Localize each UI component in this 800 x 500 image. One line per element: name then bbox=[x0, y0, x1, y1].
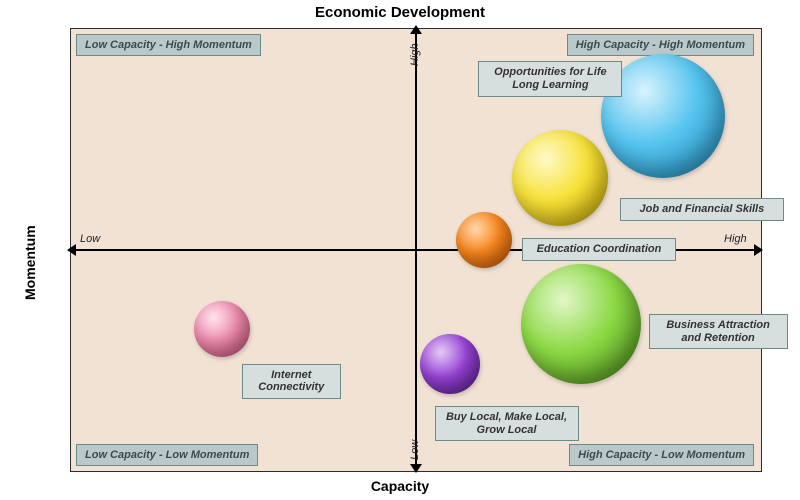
y-axis-arrow-down bbox=[410, 464, 422, 473]
x-low-label: Low bbox=[80, 233, 100, 245]
chart-title: Economic Development bbox=[0, 4, 800, 21]
y-low-label: Low bbox=[409, 440, 421, 460]
label-lifelong: Opportunities for LifeLong Learning bbox=[478, 61, 622, 96]
quadrant-tl: Low Capacity - High Momentum bbox=[76, 34, 261, 56]
x-axis-arrow-right bbox=[754, 244, 763, 256]
y-axis-line bbox=[415, 34, 417, 464]
y-high-label: High bbox=[409, 43, 421, 66]
x-axis-title: Capacity bbox=[0, 478, 800, 494]
label-bizattract: Business Attractionand Retention bbox=[649, 314, 788, 349]
bubble-buylocal bbox=[420, 334, 480, 394]
quadrant-br: High Capacity - Low Momentum bbox=[569, 444, 754, 466]
label-internet: InternetConnectivity bbox=[242, 364, 341, 399]
quadrant-bl: Low Capacity - Low Momentum bbox=[76, 444, 258, 466]
bubble-quadrant-chart: { "title": "Economic Development", "x_ax… bbox=[0, 0, 800, 500]
bubble-educoord bbox=[456, 212, 512, 268]
x-high-label: High bbox=[724, 233, 747, 245]
quadrant-tr: High Capacity - High Momentum bbox=[567, 34, 754, 56]
x-axis-arrow-left bbox=[67, 244, 76, 256]
y-axis-arrow-up bbox=[410, 25, 422, 34]
y-axis-title: Momentum bbox=[22, 225, 38, 300]
bubble-internet bbox=[194, 301, 250, 357]
label-educoord: Education Coordination bbox=[522, 238, 676, 261]
bubble-jobs bbox=[512, 130, 608, 226]
label-buylocal: Buy Local, Make Local,Grow Local bbox=[435, 406, 579, 441]
label-jobs: Job and Financial Skills bbox=[620, 198, 784, 221]
bubble-bizattract bbox=[521, 264, 641, 384]
